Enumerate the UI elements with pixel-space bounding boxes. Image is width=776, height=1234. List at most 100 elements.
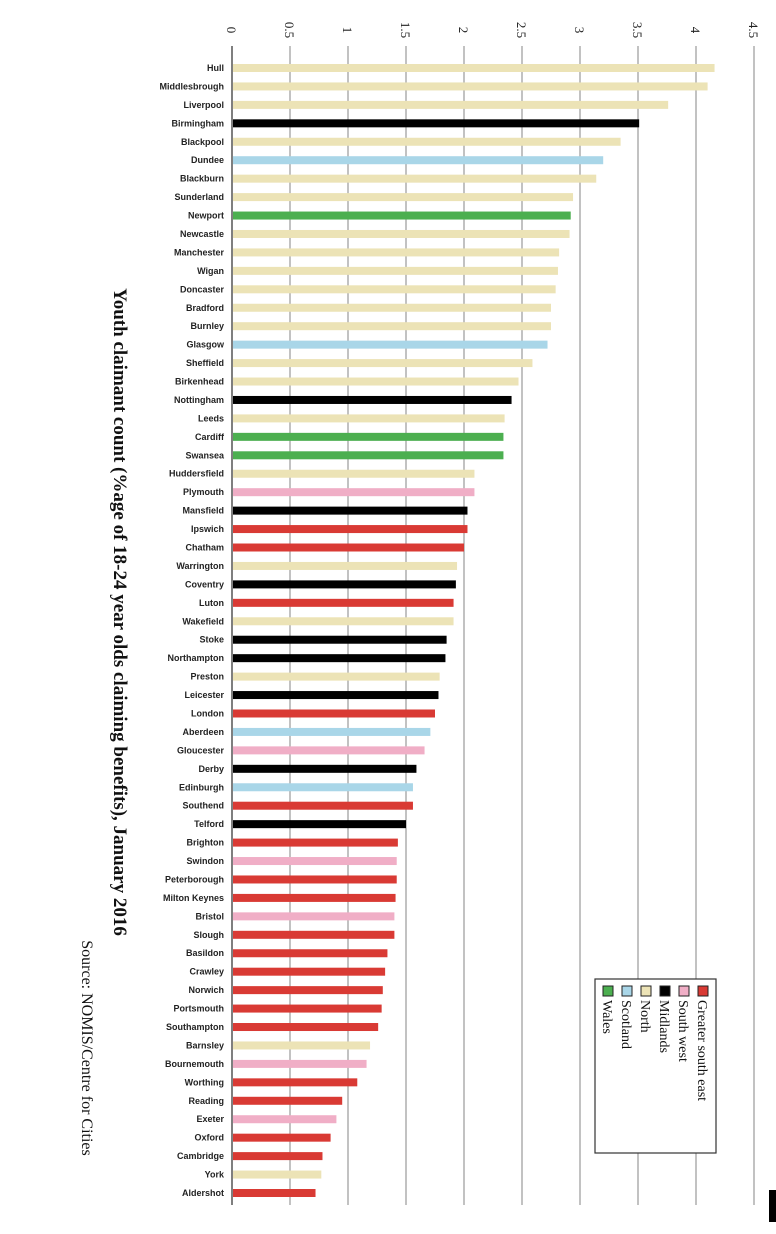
category-label: Chatham (185, 543, 224, 553)
category-label: Dundee (191, 155, 224, 165)
bar-bradford (233, 303, 551, 312)
category-label: Bradford (186, 303, 224, 313)
tick-label: 3 (572, 27, 587, 34)
bar-southend (233, 801, 413, 810)
bar-blackburn (233, 174, 597, 183)
category-label: London (191, 708, 224, 718)
category-label: Hull (207, 63, 224, 73)
category-label: Edinburgh (179, 782, 224, 792)
category-label: Liverpool (183, 100, 224, 110)
tick-label: 1 (340, 27, 355, 34)
category-label: Cardiff (195, 432, 225, 442)
bar-bournemouth (233, 1059, 367, 1068)
category-label: Brighton (187, 838, 225, 848)
bar-slough (233, 930, 395, 939)
category-label: Preston (190, 672, 224, 682)
tick-label: 3.5 (630, 22, 645, 38)
bar-liverpool (233, 100, 669, 109)
category-label: Huddersfield (169, 469, 224, 479)
category-label: Aberdeen (182, 727, 224, 737)
bar-swansea (233, 451, 504, 460)
tick-label: 4 (688, 27, 703, 34)
category-label: Cambridge (177, 1151, 224, 1161)
bar-oxford (233, 1133, 331, 1142)
bar-huddersfield (233, 469, 475, 478)
tick-label: 2 (456, 27, 471, 34)
bar-mansfield (233, 506, 468, 515)
legend-swatch (602, 985, 614, 997)
category-label: Wigan (197, 266, 224, 276)
category-label: Derby (198, 764, 224, 774)
bar-nottingham (233, 395, 512, 404)
category-label: Gloucester (177, 745, 225, 755)
category-label: Mansfield (182, 506, 224, 516)
category-label: Manchester (174, 247, 225, 257)
gridlines (231, 46, 755, 1205)
category-label: Burnley (190, 321, 224, 331)
legend-swatch (659, 985, 671, 997)
category-label: Basildon (186, 948, 224, 958)
bar-dundee (233, 156, 604, 165)
category-label: Nottingham (174, 395, 224, 405)
legend-label: Midlands (656, 1000, 671, 1053)
bar-portsmouth (233, 1004, 382, 1013)
bar-middlesbrough (233, 82, 708, 91)
legend-label: Greater south east (694, 1000, 709, 1101)
category-label: Doncaster (180, 284, 225, 294)
bar-ipswich (233, 525, 468, 534)
category-label: Sheffield (186, 358, 224, 368)
bar-blackpool (233, 137, 621, 146)
category-label: Warrington (176, 561, 224, 571)
category-label: Glasgow (186, 340, 225, 350)
tick-label: 1.5 (398, 22, 413, 38)
category-label: Blackburn (180, 174, 224, 184)
bar-birmingham (233, 119, 640, 128)
legend-swatch (640, 985, 652, 997)
tick-label: 0 (224, 27, 239, 34)
bar-telford (233, 820, 406, 829)
bar-northampton (233, 654, 446, 663)
bar-leicester (233, 691, 439, 700)
bar-leeds (233, 414, 505, 423)
category-label: Portsmouth (174, 1004, 225, 1014)
category-label: Telford (194, 819, 224, 829)
category-label: Southampton (166, 1022, 224, 1032)
category-label: Exeter (196, 1114, 224, 1124)
bar-peterborough (233, 875, 397, 884)
category-label: Peterborough (165, 874, 224, 884)
category-label: Worthing (185, 1077, 224, 1087)
bar-aberdeen (233, 727, 431, 736)
bar-burnley (233, 322, 551, 331)
bar-wakefield (233, 617, 454, 626)
chart-source: Source: NOMIS/Centre for Cities (78, 940, 95, 1156)
bar-doncaster (233, 285, 556, 294)
bar-cardiff (233, 432, 504, 441)
category-label: York (205, 1170, 225, 1180)
bar-stoke (233, 635, 447, 644)
tick-label: 0.5 (282, 22, 297, 38)
bar-bristol (233, 912, 395, 921)
category-label: Plymouth (183, 487, 224, 497)
bar-birkenhead (233, 377, 519, 386)
category-label: Southend (183, 801, 225, 811)
bar-london (233, 709, 435, 718)
bar-glasgow (233, 340, 548, 349)
category-labels: Hull Middlesbrough Liverpool Birmingham Blac… (160, 63, 226, 1198)
category-label: Birkenhead (175, 377, 224, 387)
bar-preston (233, 672, 440, 681)
category-label: Birmingham (171, 118, 224, 128)
bar-derby (233, 764, 417, 773)
bar-sheffield (233, 359, 533, 368)
bar-basildon (233, 949, 388, 958)
bar-barnsley (233, 1041, 371, 1050)
category-label: Stoke (199, 635, 224, 645)
category-label: Wakefield (182, 616, 224, 626)
category-label: Oxford (194, 1133, 224, 1143)
category-label: Bournemouth (165, 1059, 224, 1069)
category-label: Leeds (198, 413, 224, 423)
tick-label: 2.5 (514, 22, 529, 38)
category-label: Bristol (195, 911, 224, 921)
category-label: Slough (194, 930, 225, 940)
legend-swatch (697, 985, 709, 997)
